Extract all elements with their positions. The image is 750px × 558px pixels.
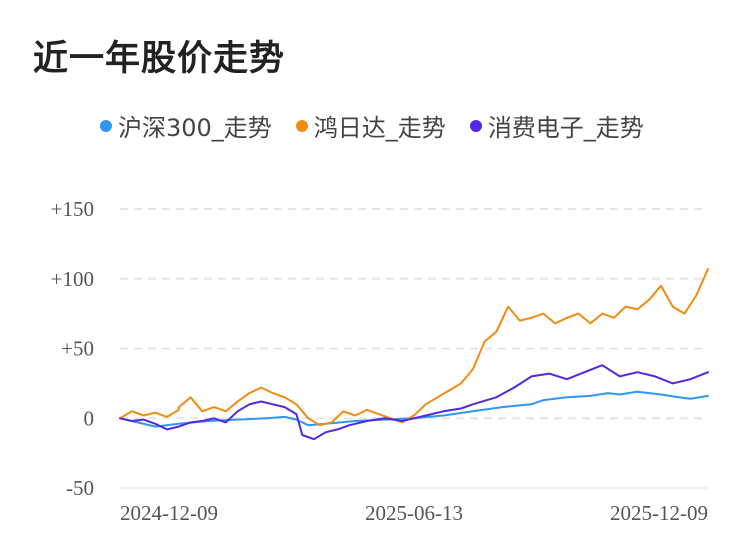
x-tick-label: 2024-12-09 [120,501,218,525]
legend-item-consumer-electronics[interactable]: 消费电子_走势 [469,108,644,143]
legend-item-hs300[interactable]: 沪深300_走势 [100,108,272,143]
legend-label-hs300: 沪深300_走势 [118,114,272,142]
y-tick-label: +150 [51,197,94,221]
y-tick-label: +50 [61,337,94,361]
legend-label-hongrida: 鸿日达_走势 [313,114,446,142]
legend-marker-consumer-electronics [469,119,482,132]
series-line-1 [119,268,709,427]
series-line-2 [119,364,709,441]
y-tick-label: +100 [51,267,94,291]
legend-marker-hs300 [100,119,112,132]
legend-marker-hongrida [295,119,308,132]
legend-item-hongrida[interactable]: 鸿日达_走势 [295,108,446,143]
x-tick-label: 2025-06-13 [365,501,463,525]
legend-label-consumer-electronics: 消费电子_走势 [487,114,644,142]
y-tick-label: -50 [66,476,94,500]
x-tick-label: 2025-12-09 [610,501,708,525]
y-tick-label: 0 [84,406,95,430]
chart-title: 近一年股价走势 [33,39,286,79]
legend: 沪深300_走势 鸿日达_走势 消费电子_走势 [100,108,644,143]
